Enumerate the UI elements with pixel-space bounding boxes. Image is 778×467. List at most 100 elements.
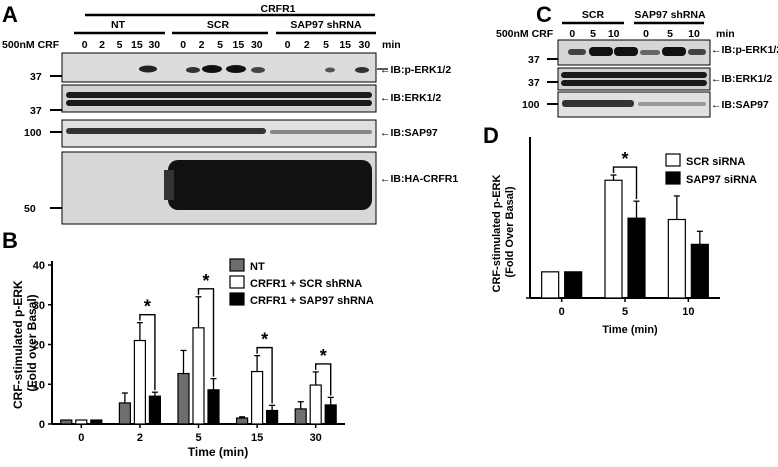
- bar: [266, 409, 279, 425]
- y-tick-label: 30: [33, 300, 45, 312]
- chart-d-ylabel: CRF-stimulated p-ERK (Fold Over Basal): [491, 171, 516, 292]
- bar: [667, 218, 686, 299]
- blot-a-time-label: 0: [82, 39, 88, 51]
- blot-a-label-perk: ←IB:p-ERK1/2: [380, 64, 451, 76]
- blot-c-dose-label: 500nM CRF: [496, 28, 554, 40]
- panel-letter-a: A: [2, 2, 18, 27]
- bar: [294, 408, 307, 425]
- blot-a-mw-ha: 50: [24, 203, 36, 215]
- blot-a-dose-label: 500nM CRF: [2, 39, 60, 51]
- blot-a-time-label: 2: [99, 39, 105, 51]
- chart-b-plot: 0 10 20 30 40 0 2 5 15 30 * * * *: [33, 260, 345, 444]
- legend-swatch: [229, 258, 245, 272]
- blot-a-bands-erk: [66, 92, 372, 106]
- panel-c: C SCR SAP97 shRNA 500nM CRF 0 5 10 0 5 10 min…: [496, 2, 778, 118]
- legend-swatch: [665, 171, 681, 185]
- blot-a-time-label: 15: [131, 39, 143, 51]
- chart-b-xlabel: Time (min): [188, 445, 248, 459]
- blot-c-bands-perk: [568, 47, 706, 56]
- bar: [133, 339, 146, 425]
- chart-d-plot: 0 5 10 *: [526, 137, 720, 318]
- blot-a-time-label: 2: [199, 39, 205, 51]
- blot-c-strip-erk: [557, 67, 711, 91]
- bar: [604, 179, 623, 299]
- blot-a-time-label: 30: [359, 39, 371, 51]
- bar: [177, 372, 190, 425]
- bar: [564, 271, 583, 299]
- blot-c-mw-perk: 37: [528, 54, 540, 66]
- blot-a-time-label: 15: [233, 39, 245, 51]
- blot-a-time-label: 30: [251, 39, 263, 51]
- bar: [75, 419, 88, 425]
- significance-bracket: [256, 346, 273, 404]
- bar: [192, 327, 205, 425]
- bar: [541, 271, 560, 299]
- y-tick-label: 20: [33, 340, 45, 352]
- legend-swatch: [229, 275, 245, 289]
- blot-a-time-label: 0: [180, 39, 186, 51]
- blot-a-unit-label: min: [382, 39, 401, 51]
- x-tick-label: 10: [682, 306, 694, 318]
- legend-label: CRFR1 + SAP97 shRNA: [250, 295, 374, 307]
- blot-c-time-label: 5: [590, 28, 596, 40]
- bar: [690, 243, 709, 299]
- bar: [324, 404, 337, 425]
- chart-b-ylabel: CRF-stimulated p-ERK (Fold over Basal): [11, 277, 39, 409]
- y-tick-label: 10: [33, 379, 45, 391]
- legend-swatch: [229, 292, 245, 306]
- x-tick-label: 2: [137, 432, 143, 444]
- blot-c-mw-erk: 37: [528, 77, 540, 89]
- significance-bracket: [315, 363, 332, 396]
- blot-c-time-labels: 0 5 10 0 5 10: [569, 28, 700, 40]
- legend-label: SCR siRNA: [686, 156, 745, 168]
- blot-c-mw-sap97: 100: [522, 99, 540, 111]
- blot-a-strip-erk: [61, 84, 377, 113]
- x-tick-label: 30: [310, 432, 322, 444]
- blot-c-bands-erk: [561, 72, 707, 86]
- bar: [627, 217, 646, 299]
- blot-a-label-sap97: ←IB:SAP97: [380, 127, 438, 139]
- blot-a-time-label: 5: [117, 39, 123, 51]
- blot-a-time-label: 0: [285, 39, 291, 51]
- panel-letter-d: D: [483, 123, 499, 148]
- chart-b-ylabel-line1: CRF-stimulated p-ERK: [11, 280, 25, 409]
- blot-c-bands-sap97: [562, 100, 706, 107]
- blot-a-group-scr: SCR: [207, 19, 230, 31]
- blot-a-time-label: 5: [217, 39, 223, 51]
- significance-bracket: [197, 288, 215, 377]
- chart-d-xlabel: Time (min): [602, 324, 658, 336]
- blot-a-bands-sap97: [66, 128, 372, 134]
- blot-a-mw-erk: 37: [30, 105, 42, 117]
- bar: [148, 395, 161, 425]
- significance-bracket: [139, 313, 156, 391]
- blot-a-time-labels: 0 2 5 15 30 0 2 5 15 30 0 2 5 15 30: [82, 39, 371, 51]
- chart-d-legend: SCR siRNA SAP97 siRNA: [665, 153, 757, 186]
- y-tick-label: 40: [33, 260, 45, 272]
- bar: [251, 370, 264, 425]
- blot-c-time-label: 0: [569, 28, 575, 40]
- x-tick-label: 5: [622, 306, 628, 318]
- bar: [118, 402, 132, 425]
- panel-letter-c: C: [536, 2, 552, 27]
- bar: [207, 389, 220, 425]
- blot-a-title: CRFR1: [260, 3, 295, 15]
- panel-b: B CRF-stimulated p-ERK (Fold over Basal)…: [2, 228, 374, 459]
- blot-c-label-sap97: ←IB:SAP97: [711, 99, 769, 111]
- blot-c-time-label: 5: [667, 28, 673, 40]
- blot-c-time-label: 0: [643, 28, 649, 40]
- blot-c-time-label: 10: [608, 28, 620, 40]
- blot-a-mw-perk: 37: [30, 71, 42, 83]
- blot-c-group-sap97: SAP97 shRNA: [634, 9, 706, 21]
- blot-c-label-perk: ←IB:p-ERK1/2: [711, 44, 778, 56]
- x-tick-label: 0: [78, 432, 84, 444]
- significance-star: *: [202, 271, 209, 291]
- x-tick-label: 15: [251, 432, 263, 444]
- significance-star: *: [261, 330, 268, 350]
- blot-a-group-sap97: SAP97 shRNA: [290, 19, 362, 31]
- bar: [236, 417, 249, 425]
- y-tick-label: 0: [39, 419, 45, 431]
- blot-a-bands-ha: [164, 160, 372, 210]
- significance-star: *: [320, 346, 327, 366]
- significance-star: *: [144, 297, 151, 317]
- blot-a-time-label: 2: [304, 39, 310, 51]
